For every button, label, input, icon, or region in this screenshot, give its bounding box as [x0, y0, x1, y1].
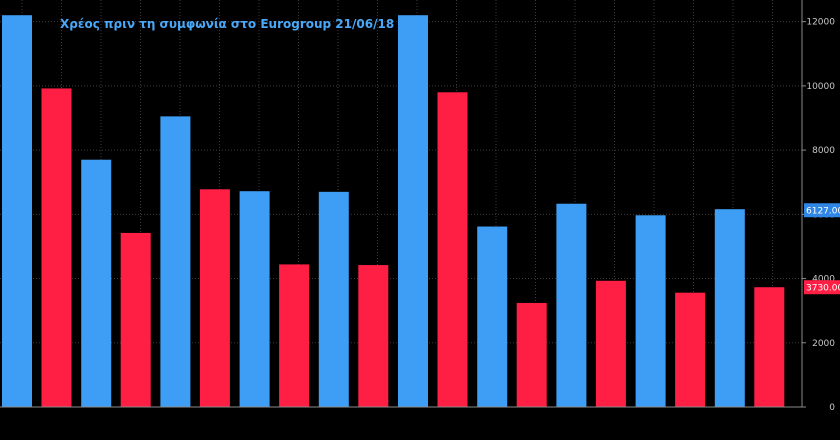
- bar-blue: [635, 215, 666, 407]
- bar-red: [516, 302, 547, 407]
- bar-red: [675, 292, 706, 407]
- bars: [2, 15, 785, 408]
- bar-red: [279, 264, 310, 407]
- bar-blue: [556, 203, 587, 407]
- bar-blue: [239, 191, 270, 407]
- bar-red: [199, 189, 230, 407]
- bar-red: [595, 280, 626, 407]
- last-value-box: [804, 203, 840, 218]
- last-value-label: 6127.00: [806, 207, 840, 217]
- bar-blue: [160, 116, 191, 407]
- bar-red: [358, 265, 389, 407]
- bar-blue: [714, 209, 745, 407]
- last-value-marker: 6127.00: [804, 203, 840, 218]
- y-tick-label: 10000: [806, 82, 835, 92]
- y-tick-label: 0: [829, 403, 835, 413]
- bar-red: [437, 92, 468, 408]
- bar-blue: [2, 15, 32, 407]
- bar-blue: [318, 191, 349, 407]
- y-tick-label: 4000: [812, 275, 835, 285]
- last-value-marker: 3730.00: [804, 280, 840, 295]
- last-value-box: [804, 280, 840, 295]
- bar-blue: [81, 159, 112, 407]
- bar-red: [754, 287, 785, 407]
- y-tick-label: 8000: [812, 146, 835, 156]
- y-tick-label: 12000: [806, 18, 835, 28]
- last-value-markers: 6127.00 3730.00: [804, 203, 840, 295]
- bar-red: [120, 232, 151, 407]
- y-tick-label: 2000: [812, 339, 835, 349]
- legend: Χρέος πριν τη συμφωνία στο Eurogroup 21/…: [60, 17, 394, 31]
- last-value-label: 3730.00: [806, 284, 840, 294]
- bar-blue: [398, 15, 428, 407]
- bar-blue: [477, 226, 508, 407]
- legend-blue-text: Χρέος πριν τη συμφωνία στο Eurogroup 21/…: [60, 17, 394, 31]
- bar-red: [41, 88, 72, 407]
